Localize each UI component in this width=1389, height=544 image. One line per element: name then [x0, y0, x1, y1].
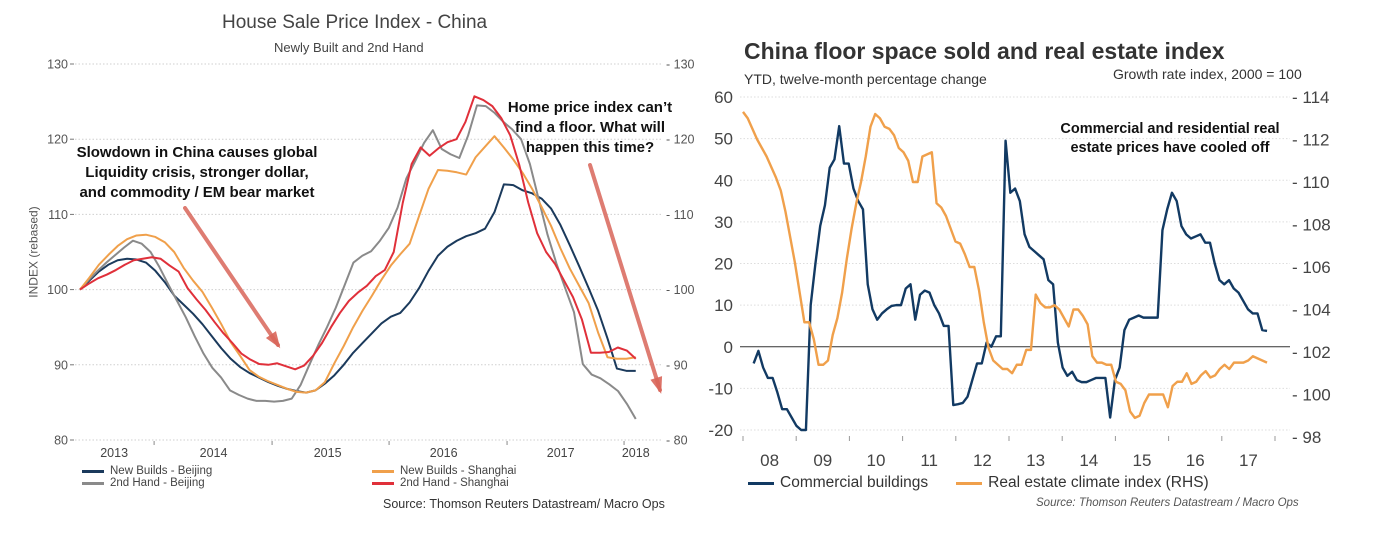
- legend-item: 2nd Hand - Beijing: [82, 477, 212, 489]
- y-tick-label: 60: [714, 88, 733, 107]
- left-source: Source: Thomson Reuters Datastream/ Macr…: [383, 497, 665, 511]
- y-tick-label: 50: [714, 130, 733, 149]
- y-tick-label: -10: [708, 379, 733, 398]
- y-tick-label: 10: [714, 296, 733, 315]
- y2-tick-label: - 112: [1292, 131, 1330, 150]
- x-tick-label: 15: [1133, 451, 1152, 470]
- series-line-2nd-hand-shanghai: [79, 95, 637, 371]
- y2-tick-label: - 100: [1292, 386, 1331, 405]
- y2-tick-label: - 106: [1292, 258, 1331, 277]
- x-tick-label: 13: [1026, 451, 1045, 470]
- x-tick-label: 16: [1186, 451, 1205, 470]
- right-annotation: Commercial and residential real estate p…: [1060, 121, 1280, 156]
- legend-item: 2nd Hand - Shanghai: [372, 477, 516, 489]
- y-tick-label: 0: [724, 338, 733, 357]
- legend-item: New Builds - Shanghai: [372, 465, 516, 477]
- right-source: Source: Thomson Reuters Datastream / Mac…: [1036, 497, 1299, 509]
- left-annotation-arrow-1-head: [265, 331, 281, 349]
- left-annotation-arrow-2-head: [650, 376, 663, 394]
- x-tick-label: 2017: [547, 446, 575, 460]
- y-tick-label: 20: [714, 255, 733, 274]
- y2-tick-label: - 90: [666, 358, 688, 372]
- x-tick-label: 10: [867, 451, 886, 470]
- left-annotation-floor: Home price index can’t find a floor. Wha…: [507, 99, 673, 156]
- y2-tick-label: - 114: [1292, 88, 1330, 107]
- x-tick-label: 2015: [314, 446, 342, 460]
- legend-item: Real estate climate index (RHS): [956, 474, 1209, 492]
- y2-tick-label: - 130: [666, 58, 695, 72]
- legend-label: 2nd Hand - Shanghai: [400, 477, 509, 489]
- x-tick-label: 09: [813, 451, 832, 470]
- y-tick-label: 100: [47, 283, 68, 297]
- y-tick-label: 30: [714, 213, 733, 232]
- y-tick-label: 130: [47, 58, 68, 72]
- y2-tick-label: - 110: [1292, 173, 1330, 192]
- y-tick-label: 40: [714, 171, 733, 190]
- left-chart-subtitle: Newly Built and 2nd Hand: [274, 40, 424, 55]
- y2-tick-label: - 120: [666, 133, 695, 147]
- x-tick-label: 2018: [622, 446, 650, 460]
- x-tick-label: 08: [760, 451, 779, 470]
- y2-tick-label: - 110: [666, 208, 694, 222]
- legend-item: New Builds - Beijing: [82, 465, 212, 477]
- y2-tick-label: - 98: [1292, 428, 1321, 447]
- y2-tick-label: - 102: [1292, 343, 1331, 362]
- x-tick-label: 2016: [430, 446, 458, 460]
- y-tick-label: -20: [708, 421, 733, 440]
- right-subtitle-left: YTD, twelve-month percentage change: [744, 71, 987, 87]
- x-tick-label: 12: [973, 451, 992, 470]
- x-tick-label: 17: [1239, 451, 1258, 470]
- legend-label: 2nd Hand - Beijing: [110, 477, 205, 489]
- left-legend-2: New Builds - Shanghai 2nd Hand - Shangha…: [372, 465, 516, 489]
- legend-label: New Builds - Shanghai: [400, 465, 517, 477]
- legend-item: Commercial buildings: [748, 474, 928, 492]
- y2-tick-label: - 100: [666, 283, 695, 297]
- series-line-real-estate-climate-index-rhs-: [742, 111, 1268, 420]
- legend-label: Commercial buildings: [780, 474, 929, 491]
- left-annotation-arrow-2: [588, 163, 662, 392]
- series-line-2nd-hand-beijing: [79, 104, 637, 420]
- x-tick-label: 14: [1079, 451, 1098, 470]
- left-legend: New Builds - Beijing 2nd Hand - Beijing: [82, 465, 212, 489]
- x-tick-label: 11: [920, 451, 938, 470]
- x-tick-label: 2013: [100, 446, 128, 460]
- legend-label: New Builds - Beijing: [110, 465, 213, 477]
- y2-tick-label: - 108: [1292, 216, 1331, 235]
- y-tick-label: 120: [47, 133, 68, 147]
- right-chart-title: China floor space sold and real estate i…: [744, 38, 1225, 64]
- y2-tick-label: - 80: [666, 434, 688, 448]
- right-legend: Commercial buildings Real estate climate…: [748, 474, 1209, 492]
- right-subtitle-right: Growth rate index, 2000 = 100: [1113, 66, 1302, 82]
- y-tick-label: 80: [54, 434, 68, 448]
- left-chart-title: House Sale Price Index - China: [222, 12, 488, 33]
- y-tick-label: 90: [54, 358, 68, 372]
- legend-label: Real estate climate index (RHS): [988, 474, 1209, 491]
- left-annotation-slowdown: Slowdown in China causes global Liquidit…: [76, 144, 318, 201]
- x-tick-label: 2014: [200, 446, 228, 460]
- y2-tick-label: - 104: [1292, 301, 1331, 320]
- series-line-new-builds-shanghai: [79, 135, 636, 394]
- left-annotation-arrow-1: [183, 206, 280, 347]
- series-line-commercial-buildings: [752, 124, 1268, 432]
- y-tick-label: 110: [48, 208, 68, 222]
